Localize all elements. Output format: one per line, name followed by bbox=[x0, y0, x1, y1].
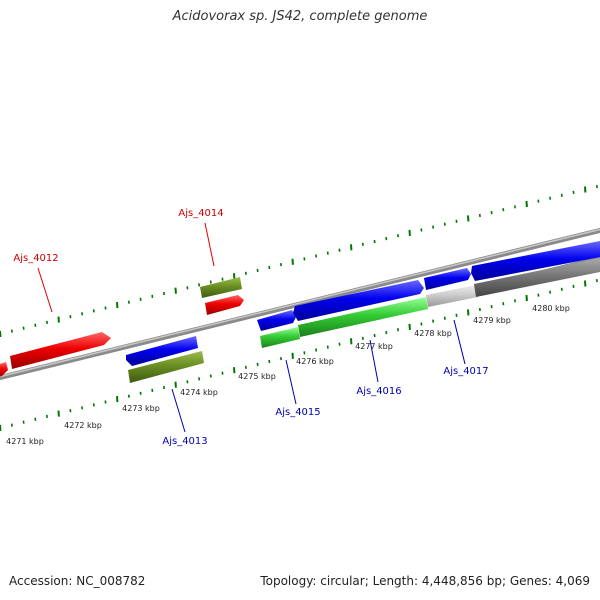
feature-gray-tail[interactable] bbox=[474, 258, 600, 297]
kbp-label: 4271 kbp bbox=[6, 437, 44, 446]
length-value: 4,448,856 bp bbox=[421, 574, 502, 588]
accession-label: Accession: bbox=[9, 574, 73, 588]
genes-label: Genes: bbox=[509, 574, 552, 588]
length-label: Length: bbox=[372, 574, 419, 588]
backbone-outer-strand-highlight bbox=[0, 228, 600, 378]
feature-lightgray-ajs4017[interactable] bbox=[426, 285, 478, 307]
accession-info: Accession: NC_008782 bbox=[9, 574, 145, 588]
callout-line-ajs4014 bbox=[204, 222, 215, 267]
map-title: Acidovorax sp. JS42, complete genome bbox=[172, 9, 428, 24]
kbp-label: 4280 kbp bbox=[532, 304, 570, 313]
topology-label: Topology: bbox=[260, 574, 317, 588]
gene-label-ajs4017: Ajs_4017 bbox=[443, 366, 488, 377]
gene-arrow-reverse[interactable] bbox=[0, 362, 8, 378]
gene-arrow-next[interactable] bbox=[471, 241, 600, 281]
kbp-label: 4279 kbp bbox=[473, 316, 511, 325]
gene-arrow-ajs4017[interactable] bbox=[424, 268, 471, 290]
kbp-label: 4274 kbp bbox=[180, 388, 218, 397]
inner-tick-track bbox=[0, 278, 598, 432]
gene-arrow-ajs4012[interactable] bbox=[10, 332, 111, 369]
gene-arrow-ajs4015[interactable] bbox=[257, 310, 296, 331]
backbone-outer-strand bbox=[0, 227, 600, 381]
kbp-label: 4276 kbp bbox=[296, 357, 334, 366]
genes-value: 4,069 bbox=[555, 574, 590, 588]
genome-summary: Topology: circular; Length: 4,448,856 bp… bbox=[260, 574, 590, 588]
gene-label-ajs4015: Ajs_4015 bbox=[275, 407, 320, 418]
gene-arrow-ajs4014[interactable] bbox=[205, 295, 244, 315]
gene-label-ajs4012: Ajs_4012 bbox=[13, 253, 58, 264]
feature-olive-ajs4013[interactable] bbox=[128, 351, 204, 383]
callout-line-ajs4015 bbox=[285, 359, 297, 405]
gene-arrow-ajs4013[interactable] bbox=[126, 336, 198, 366]
gene-arrow-ajs4016-outer[interactable] bbox=[293, 280, 424, 321]
feature-green-ajs4015[interactable] bbox=[260, 327, 300, 348]
gene-label-ajs4013: Ajs_4013 bbox=[162, 436, 207, 447]
feature-olive-ajs4014[interactable] bbox=[200, 277, 242, 298]
callout-line-ajs4013 bbox=[171, 388, 186, 433]
outer-tick-track bbox=[0, 184, 598, 338]
kbp-label: 4277 kbp bbox=[355, 342, 393, 351]
gene-label-ajs4016: Ajs_4016 bbox=[356, 386, 401, 397]
kbp-axis-labels: 4271 kbp 4272 kbp 4273 kbp 4274 kbp 4275… bbox=[6, 304, 570, 446]
callout-line-ajs4012 bbox=[37, 267, 53, 313]
topology-value: circular bbox=[320, 574, 365, 588]
accession-value: NC_008782 bbox=[76, 574, 146, 588]
gene-label-ajs4014: Ajs_4014 bbox=[178, 208, 223, 219]
kbp-label: 4273 kbp bbox=[122, 404, 160, 413]
kbp-label: 4272 kbp bbox=[64, 421, 102, 430]
callout-line-ajs4016 bbox=[369, 339, 379, 383]
feature-green-ajs4016[interactable] bbox=[298, 297, 428, 337]
callout-line-ajs4017 bbox=[453, 319, 466, 365]
kbp-label: 4278 kbp bbox=[414, 329, 452, 338]
kbp-label: 4275 kbp bbox=[238, 372, 276, 381]
